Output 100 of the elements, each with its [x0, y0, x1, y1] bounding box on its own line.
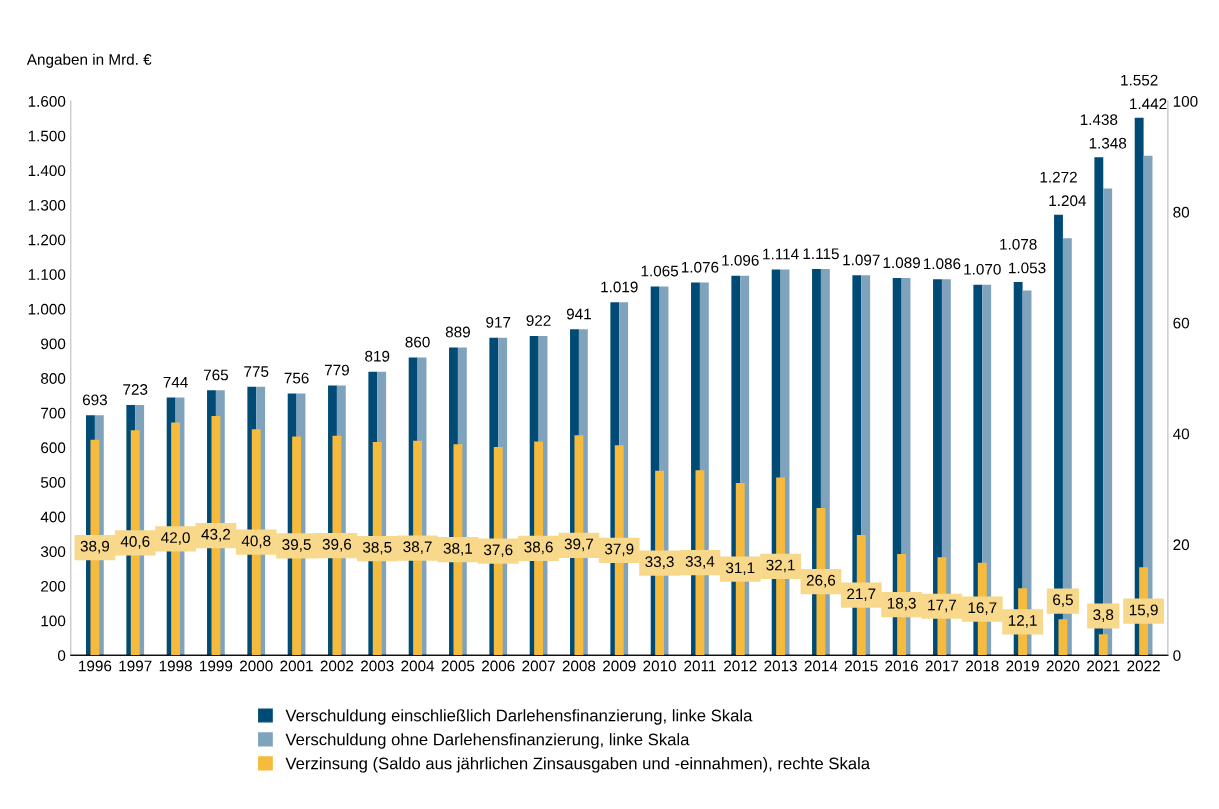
y-tick-label: 1.200: [28, 234, 66, 246]
y2-tick-label: 60: [1173, 317, 1190, 329]
x-tick-label: 2016: [885, 660, 918, 672]
data-label: 38,6: [524, 541, 553, 555]
x-tick-label: 1998: [159, 660, 192, 672]
y-tick-label: 1.500: [28, 130, 66, 142]
data-label: 6,5: [1053, 594, 1073, 607]
x-tick-label: 2004: [401, 660, 435, 672]
x-tick-label: 2003: [361, 660, 394, 672]
data-label: 12,1: [1008, 615, 1037, 628]
legend-label: Verschuldung ohne Darlehensfinanzierung, linke Skala: [285, 733, 690, 749]
data-label: 1.076: [681, 261, 719, 273]
x-tick-label: 2002: [320, 660, 354, 672]
data-label: 756: [284, 372, 309, 384]
y-tick-label: 1.600: [28, 95, 66, 107]
data-label: 1.089: [883, 257, 920, 269]
data-label: 941: [566, 308, 591, 320]
data-label: 32,1: [766, 559, 795, 573]
y-tick-label: 1.000: [28, 303, 66, 315]
x-tick-label: 2014: [804, 660, 838, 672]
x-tick-label: 2020: [1046, 660, 1080, 672]
data-label: 1.053: [1009, 262, 1046, 274]
data-label: 1.070: [964, 263, 1001, 275]
data-label: 38,5: [362, 541, 392, 555]
data-label: 819: [365, 350, 390, 362]
legend-label: Verzinsung (Saldo aus jährlichen Zinsausgaben und -einnahmen), rechte Skala: [285, 757, 871, 773]
x-tick-label: 2018: [966, 660, 999, 672]
y-axis-title: Angaben in Mrd. €: [26, 53, 152, 68]
data-label: 3,8: [1093, 609, 1114, 622]
data-label: 1.065: [641, 265, 679, 277]
data-label: 18,3: [887, 597, 916, 611]
x-tick-label: 2013: [764, 660, 797, 672]
data-label: 765: [203, 369, 229, 381]
data-label: 1.115: [803, 248, 839, 260]
bar: [1058, 619, 1068, 656]
x-tick-label: 2006: [482, 660, 515, 672]
data-label: 31,1: [725, 562, 755, 576]
data-label: 744: [163, 376, 188, 388]
data-label: 1.272: [1040, 171, 1077, 183]
y-tick-label: 900: [41, 338, 66, 350]
data-label: 40,6: [120, 536, 150, 549]
data-label: 38,7: [403, 541, 432, 554]
data-label: 917: [486, 316, 511, 328]
data-label: 1.114: [763, 248, 799, 260]
data-label: 860: [405, 336, 430, 348]
data-label: 21,7: [847, 588, 876, 602]
y-tick-label: 600: [41, 442, 66, 454]
data-label: 922: [526, 315, 551, 326]
y-tick-label: 400: [40, 511, 66, 523]
y-tick-label: 300: [40, 546, 66, 558]
x-tick-label: 2007: [522, 660, 555, 672]
y-tick-label: 100: [41, 615, 66, 627]
data-label: 38,1: [443, 543, 473, 556]
y-tick-label: 700: [41, 407, 66, 419]
data-label: 1.438: [1080, 114, 1118, 126]
data-label: 889: [445, 326, 470, 338]
x-tick-label: 2000: [240, 660, 273, 672]
y-tick-label: 500: [40, 476, 66, 488]
y-tick-label: 1.300: [28, 199, 66, 211]
y2-tick-label: 80: [1173, 206, 1190, 218]
x-tick-label: 2008: [562, 660, 596, 672]
data-label: 39,6: [322, 538, 352, 552]
y-tick-label: 1.100: [28, 269, 66, 280]
data-label: 38,9: [80, 540, 110, 554]
x-tick-label: 2009: [603, 660, 636, 672]
x-tick-label: 2010: [643, 660, 676, 672]
data-label: 1.442: [1130, 98, 1167, 110]
data-label: 40,8: [241, 535, 271, 549]
data-label: 1.097: [843, 254, 880, 266]
data-label: 1.019: [601, 281, 638, 293]
data-label: 39,5: [282, 539, 311, 552]
data-label: 15,9: [1129, 604, 1158, 618]
x-tick-label: 2015: [845, 660, 878, 672]
data-label: 1.078: [1000, 238, 1037, 250]
data-label: 26,6: [806, 574, 836, 588]
data-label: 775: [244, 366, 269, 377]
x-tick-label: 2012: [724, 660, 757, 672]
data-label: 1.552: [1121, 74, 1158, 86]
bar: [1098, 634, 1108, 656]
data-label: 33,4: [685, 556, 715, 569]
x-tick-label: 2017: [925, 660, 959, 672]
y2-tick-label: 20: [1173, 539, 1190, 551]
y-tick-label: 0: [57, 650, 66, 661]
data-label: 1.086: [923, 258, 961, 270]
x-tick-label: 2001: [280, 660, 313, 672]
x-tick-label: 2022: [1127, 660, 1160, 672]
y-tick-label: 1.400: [28, 165, 66, 177]
data-label: 42,0: [161, 532, 190, 545]
y-tick-label: 200: [41, 580, 66, 592]
x-tick-label: 1996: [79, 660, 112, 672]
data-label: 16,7: [968, 602, 997, 615]
x-tick-label: 1999: [200, 660, 233, 672]
y-tick-label: 800: [41, 373, 66, 384]
data-label: 37,6: [483, 544, 513, 558]
y2-tick-label: 100: [1173, 95, 1198, 107]
data-label: 1.096: [722, 254, 759, 266]
x-tick-label: 2005: [441, 660, 475, 672]
data-label: 33,3: [645, 556, 674, 569]
data-label: 17,7: [928, 599, 957, 613]
x-tick-label: 2011: [684, 660, 716, 672]
